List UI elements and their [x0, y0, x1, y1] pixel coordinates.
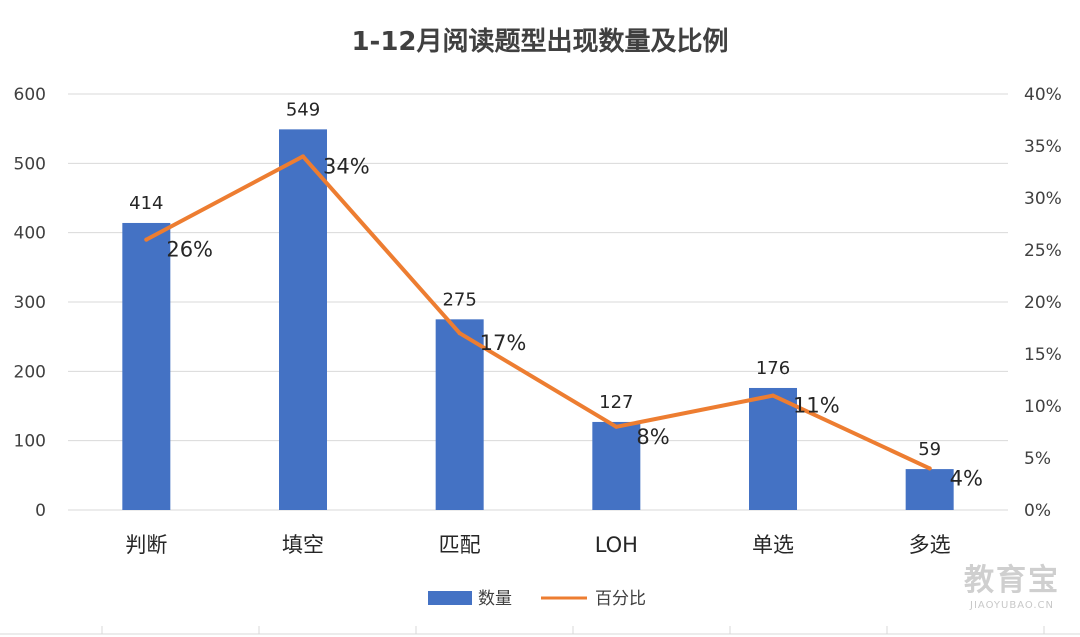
- left-y-tick-label: 200: [14, 362, 46, 382]
- bar: [905, 469, 954, 510]
- percent-value-label: 8%: [636, 425, 669, 449]
- bar-value-label: 549: [286, 99, 320, 120]
- right-y-tick-label: 10%: [1024, 397, 1062, 417]
- gridlines: [68, 93, 1008, 511]
- left-y-tick-label: 400: [14, 224, 46, 244]
- right-y-tick-label: 30%: [1024, 189, 1062, 209]
- watermark-url: JIAOYUBAO.CN: [969, 600, 1054, 611]
- bar: [592, 421, 641, 510]
- line-point: [144, 237, 149, 242]
- bar: [749, 387, 797, 510]
- percent-value-label: 34%: [323, 154, 370, 178]
- line-series: [144, 154, 932, 471]
- legend-line-label: 百分比: [595, 589, 646, 609]
- bar: [279, 129, 327, 511]
- x-tick-label: LOH: [595, 533, 638, 557]
- left-y-tick-label: 500: [14, 154, 46, 174]
- x-tick-label: 填空: [282, 533, 324, 557]
- legend-bar-label: 数量: [478, 589, 512, 609]
- percent-value-label: 17%: [480, 331, 527, 355]
- left-y-axis: 0 100 200 300 400 500 600: [14, 85, 46, 521]
- bottom-frame: [0, 626, 1080, 635]
- bar-value-label: 59: [918, 439, 941, 460]
- chart-title: 1-12月阅读题型出现数量及比例: [351, 27, 728, 57]
- right-y-tick-label: 0%: [1024, 501, 1051, 521]
- bar-value-label: 127: [599, 392, 633, 413]
- left-y-tick-label: 300: [14, 293, 46, 313]
- right-y-tick-label: 40%: [1024, 85, 1062, 105]
- x-tick-label: 单选: [752, 533, 794, 557]
- bar-value-label: 275: [442, 289, 476, 310]
- line-point: [927, 466, 932, 471]
- bar: [122, 222, 171, 510]
- percent-value-label: 11%: [793, 394, 840, 418]
- right-y-tick-label: 5%: [1024, 449, 1051, 469]
- percent-value-label: 4%: [950, 466, 983, 490]
- percent-value-label: 26%: [166, 238, 213, 262]
- line-point: [614, 424, 619, 429]
- bar: [435, 319, 484, 510]
- x-tick-label: 判断: [125, 533, 167, 557]
- legend-bar-swatch: [428, 591, 472, 605]
- x-tick-label: 多选: [909, 533, 951, 557]
- x-tick-label: 匹配: [439, 533, 481, 557]
- right-y-axis: 0% 5% 10% 15% 20% 25% 30% 35% 40%: [1024, 85, 1062, 521]
- percentage-line: [144, 154, 932, 471]
- bar-value-label: 414: [129, 193, 163, 214]
- bar-series: [122, 129, 954, 511]
- bar-value-label: 176: [756, 358, 790, 379]
- watermark: 教育宝 JIAOYUBAO.CN: [964, 563, 1060, 611]
- line-point: [771, 393, 775, 398]
- right-y-tick-label: 20%: [1024, 293, 1062, 313]
- left-y-tick-label: 100: [14, 432, 46, 452]
- legend: 数量 百分比: [428, 589, 646, 609]
- data-labels: 414 549 275 127 176 59 26% 34% 17% 8% 11% 4%: [129, 99, 983, 490]
- line-point: [301, 154, 305, 159]
- right-y-tick-label: 15%: [1024, 345, 1062, 365]
- right-y-tick-label: 25%: [1024, 241, 1062, 261]
- left-y-tick-label: 600: [14, 85, 46, 105]
- right-y-tick-label: 35%: [1024, 137, 1062, 157]
- watermark-brand: 教育宝: [964, 563, 1060, 598]
- x-axis: 判断 填空 匹配 LOH 单选 多选: [125, 533, 950, 557]
- line-point: [457, 331, 462, 336]
- left-y-tick-label: 0: [35, 501, 46, 521]
